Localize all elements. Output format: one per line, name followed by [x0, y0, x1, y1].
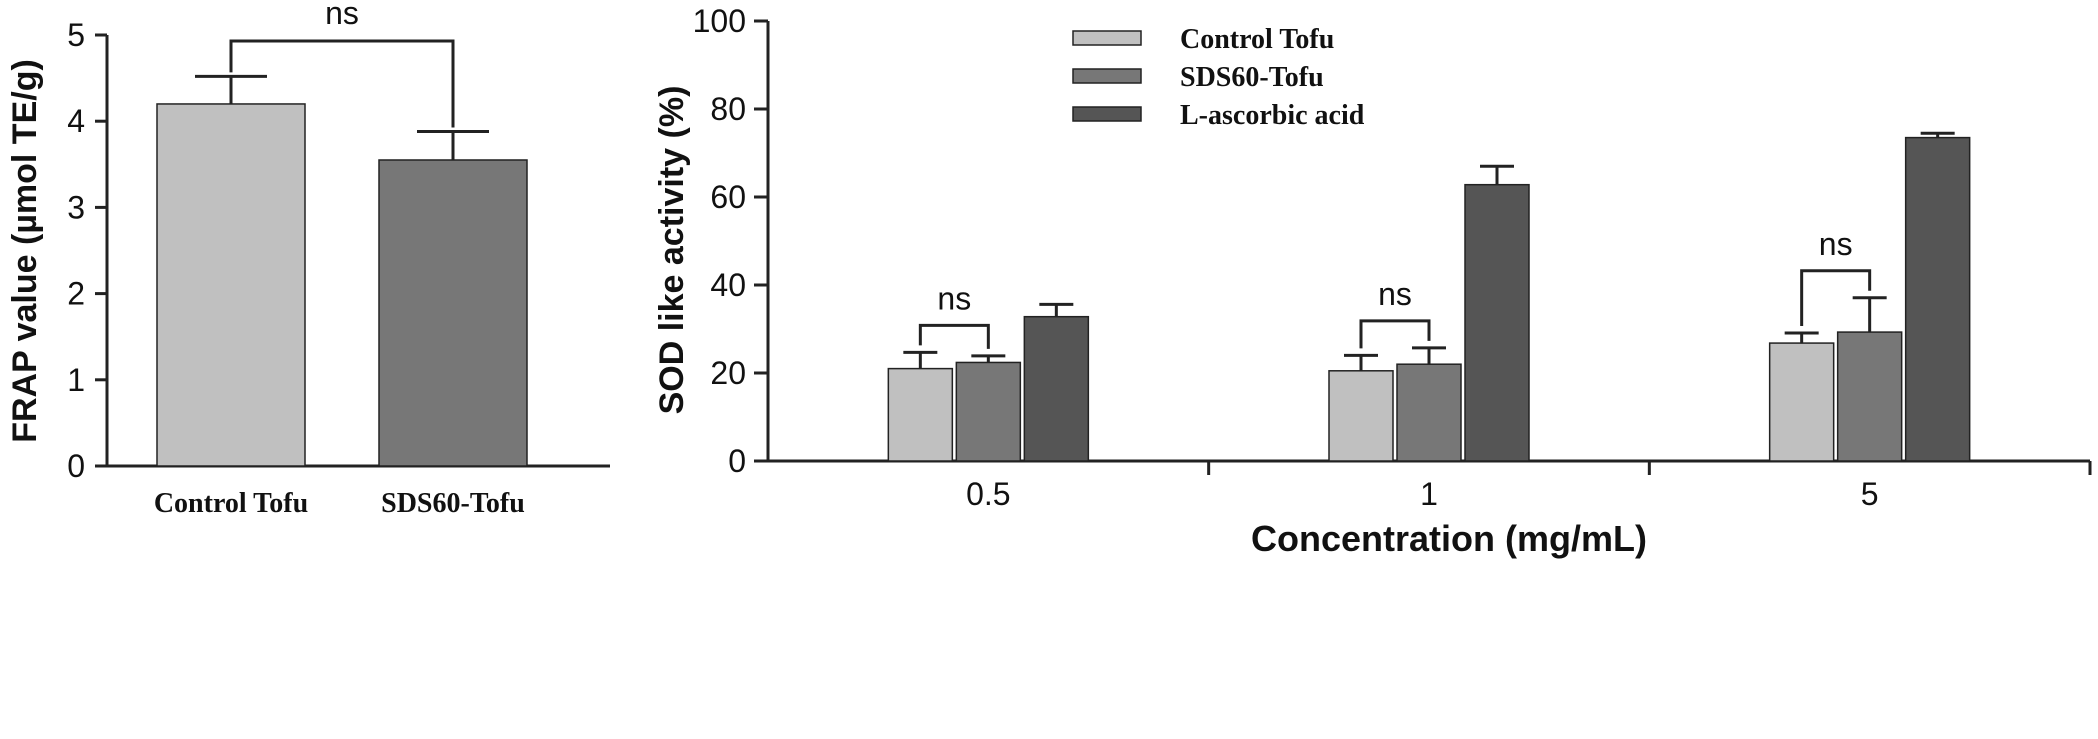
legend-swatch-control-tofu	[1072, 30, 1142, 46]
x-tick-label: Control Tofu	[154, 488, 308, 519]
significance-label: ns	[937, 280, 971, 316]
bar-control-tofu-1	[1328, 370, 1394, 462]
significance-label: ns	[325, 0, 359, 31]
bar-l-ascorbic-acid-5	[1904, 136, 1971, 462]
legend-swatch-sds60-tofu	[1072, 68, 1142, 84]
y-tick-label: 0	[67, 448, 85, 484]
y-axis-label: SOD like activity (%)	[653, 86, 691, 415]
bar-sds60-tofu-5	[1836, 331, 1903, 462]
bar-sds60-tofu-1	[1396, 363, 1462, 462]
sod-chart: 0 20 40 60 80 100 SOD like activity (%) 0.5 ns 1 n…	[653, 3, 2092, 559]
y-tick-label: 80	[710, 91, 746, 127]
bar-control-tofu-0-5	[887, 367, 954, 462]
bar-control-tofu	[156, 103, 306, 467]
legend-label-l-ascorbic-acid: L-ascorbic acid	[1180, 100, 1365, 131]
y-tick-label: 60	[710, 179, 746, 215]
bar-control-tofu-5	[1768, 342, 1835, 462]
significance-bracket	[1800, 269, 1872, 326]
y-tick-label: 40	[710, 267, 746, 303]
y-tick-label: 3	[67, 189, 85, 225]
x-tick-label: 0.5	[966, 476, 1010, 512]
legend-label-sds60-tofu: SDS60-Tofu	[1180, 62, 1324, 93]
bar-sds60-tofu-0-5	[955, 361, 1022, 462]
x-tick-label: 1	[1420, 476, 1438, 512]
y-tick-label: 1	[67, 362, 85, 398]
frap-chart: 0 1 2 3 4 5 FRAP value (µmol TE/g) Control Tofu…	[6, 0, 610, 519]
y-tick-label: 2	[67, 276, 85, 312]
legend: Control Tofu SDS60-Tofu L-ascorbic acid	[1072, 24, 1365, 131]
significance-label: ns	[1819, 226, 1853, 262]
significance-bracket	[229, 39, 455, 128]
bar-sds60-tofu	[378, 159, 528, 467]
y-tick-label: 4	[67, 103, 85, 139]
y-tick-label: 0	[728, 443, 746, 479]
legend-label-control-tofu: Control Tofu	[1180, 24, 1334, 55]
legend-swatch-l-ascorbic-acid	[1072, 106, 1142, 122]
y-tick-label: 20	[710, 355, 746, 391]
x-tick-label: SDS60-Tofu	[381, 488, 525, 519]
bar-l-ascorbic-acid-0-5	[1023, 315, 1090, 462]
y-axis-label: FRAP value (µmol TE/g)	[6, 59, 44, 443]
bar-l-ascorbic-acid-1	[1464, 183, 1530, 462]
significance-bracket	[918, 323, 990, 349]
x-axis-label: Concentration (mg/mL)	[1251, 518, 1647, 559]
y-tick-label: 100	[693, 3, 746, 39]
x-tick-label: 5	[1861, 476, 1879, 512]
significance-label: ns	[1378, 276, 1412, 312]
significance-bracket	[1359, 319, 1431, 349]
y-tick-label: 5	[67, 17, 85, 53]
